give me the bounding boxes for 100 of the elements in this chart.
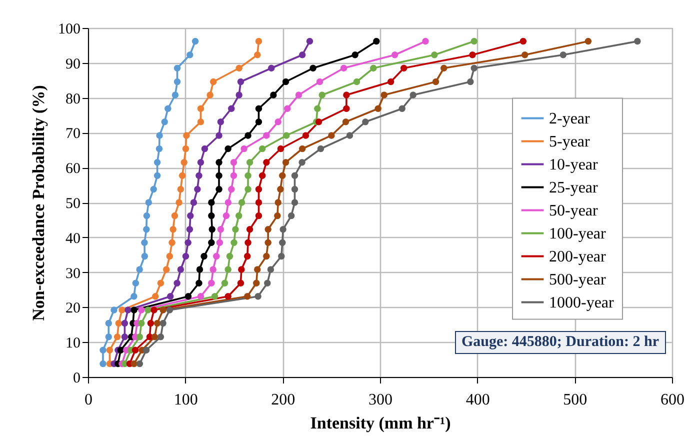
point (255, 118, 262, 126)
point (302, 132, 310, 139)
y-tick-label: 50 (66, 196, 80, 212)
point (244, 293, 251, 300)
point (124, 306, 132, 314)
point (264, 239, 272, 246)
point (244, 252, 251, 260)
point (254, 293, 262, 300)
point (184, 239, 192, 246)
point (352, 52, 358, 58)
point (274, 199, 282, 206)
point (353, 78, 360, 86)
point (521, 52, 528, 58)
y-tick-label: 70 (66, 126, 80, 142)
y-tick-label: 40 (66, 230, 80, 247)
x-axis-title: Intensity (mm hr⁻¹) (310, 414, 451, 432)
point (306, 38, 314, 45)
point (255, 199, 262, 206)
point (136, 266, 143, 273)
point (362, 118, 369, 126)
point (132, 346, 139, 354)
point (141, 239, 148, 246)
point (182, 145, 190, 152)
point (154, 320, 161, 327)
point (132, 280, 140, 286)
x-tick-label: 0 (84, 392, 92, 408)
point (121, 320, 128, 327)
point (157, 280, 164, 286)
point (373, 38, 380, 45)
point (182, 252, 190, 260)
point (431, 52, 438, 58)
point (318, 92, 326, 98)
point (197, 118, 204, 126)
point (238, 199, 246, 206)
point (161, 118, 168, 126)
point (238, 266, 245, 273)
point (340, 64, 348, 72)
point (208, 239, 215, 246)
legend-label: 1000-year (549, 294, 615, 312)
point (284, 105, 291, 112)
point (236, 92, 242, 98)
point (217, 226, 224, 233)
point (197, 105, 204, 112)
point (236, 64, 242, 72)
y-tick-label: 100 (58, 22, 80, 38)
y-tick-label: 0 (73, 370, 80, 386)
point (177, 186, 184, 193)
point (211, 293, 218, 300)
point (197, 159, 204, 166)
legend-label: 5-year (549, 133, 591, 150)
point (298, 52, 306, 58)
point (244, 172, 252, 179)
point (246, 159, 254, 166)
point (138, 320, 145, 327)
point (432, 78, 440, 86)
point (166, 252, 174, 260)
point (192, 38, 199, 45)
point (316, 78, 324, 86)
point (314, 105, 321, 112)
point (226, 252, 234, 260)
point (298, 159, 306, 166)
point (222, 212, 230, 220)
point (130, 306, 138, 314)
point (186, 52, 194, 58)
point (217, 118, 224, 126)
point (295, 92, 302, 98)
point (156, 132, 163, 139)
point (343, 105, 350, 112)
point (142, 346, 150, 354)
point (258, 145, 266, 152)
point (197, 293, 204, 300)
point (136, 360, 144, 368)
point (164, 105, 172, 112)
point (224, 293, 232, 300)
point (150, 186, 157, 193)
point (121, 334, 128, 340)
legend-label: 10-year (549, 156, 599, 174)
x-tick-label: 600 (660, 392, 684, 408)
point (343, 92, 350, 98)
point (410, 92, 416, 98)
point (151, 334, 158, 340)
point (232, 226, 239, 233)
point (291, 172, 298, 179)
point (254, 52, 261, 58)
point (268, 64, 275, 72)
point (279, 239, 286, 246)
point (141, 252, 148, 260)
point (560, 52, 567, 58)
point (170, 226, 176, 233)
point (216, 172, 222, 179)
point (172, 92, 179, 98)
y-tick-label: 10 (66, 336, 80, 352)
point (380, 92, 388, 98)
point (230, 172, 238, 179)
x-tick-label: 400 (466, 392, 490, 408)
point (237, 280, 244, 286)
point (278, 252, 285, 260)
point (280, 226, 286, 233)
point (258, 172, 266, 179)
legend-label: 2-year (549, 110, 591, 128)
